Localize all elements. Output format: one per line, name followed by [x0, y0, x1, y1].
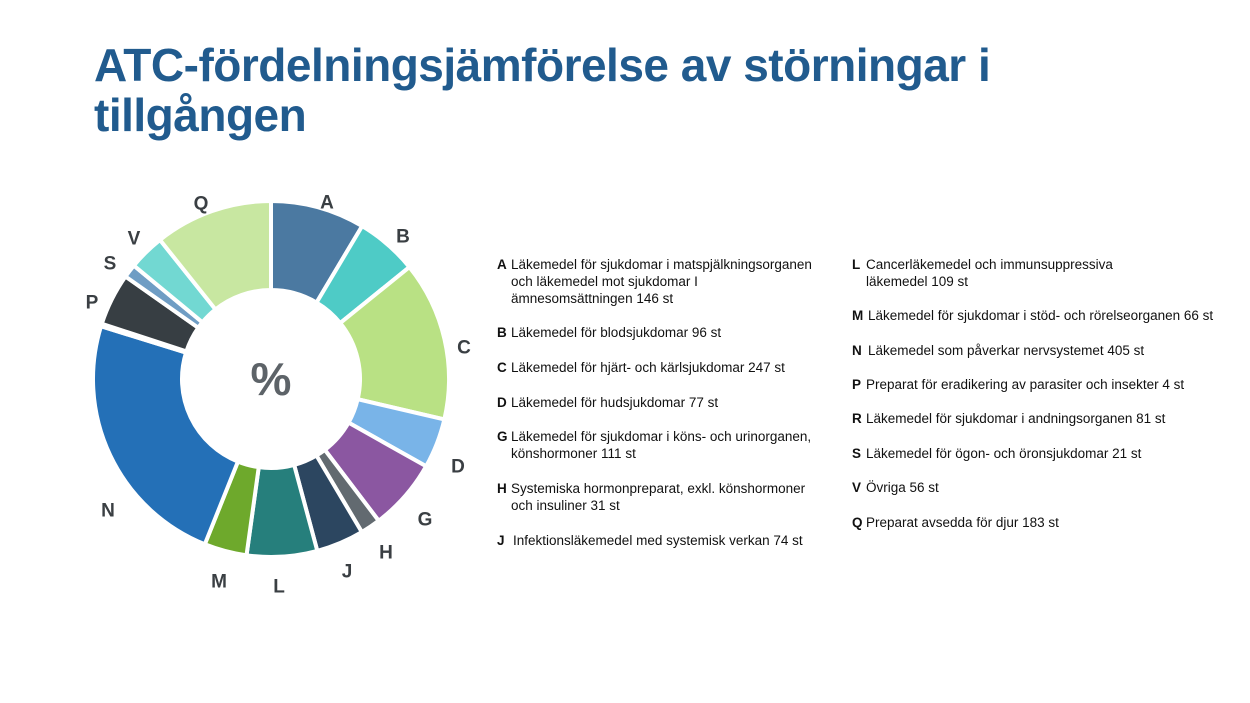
legend-code: M	[852, 308, 864, 323]
legend-description: Läkemedel för sjukdomar i andningsorgane…	[866, 411, 1166, 426]
legend-code: G	[497, 429, 508, 444]
legend-code: D	[497, 395, 507, 410]
legend-description: Läkemedel för hjärt- och kärlsjukdomar 2…	[511, 360, 785, 375]
slice-label-g: G	[418, 510, 433, 531]
legend-description: Läkemedel för sjukdomar i köns- och urin…	[511, 429, 812, 461]
legend-description: Infektionsläkemedel med systemisk verkan…	[513, 533, 803, 548]
slice-labels: A B C D G H J L M N PSV Q	[86, 193, 471, 598]
slice-label-v: V	[128, 229, 141, 250]
legend-code: L	[852, 257, 861, 272]
legend-description: Cancerläkemedel och immunsuppressiva läk…	[866, 257, 1113, 289]
legend-code: V	[852, 480, 862, 495]
legend-code: B	[497, 325, 507, 340]
center-label: %	[251, 353, 292, 405]
legend-code: S	[852, 446, 862, 461]
legend-code: A	[497, 257, 507, 272]
legend-description: Preparat för eradikering av parasiter oc…	[866, 377, 1185, 392]
slice-label-p: P	[86, 293, 99, 314]
legend-code: J	[497, 533, 505, 548]
legend-code: Q	[852, 515, 863, 530]
legend-description: Läkemedel för blodsjukdomar 96 st	[511, 325, 722, 340]
slice-label-h: H	[379, 543, 393, 564]
legend-description: Preparat avsedda för djur 183 st	[866, 515, 1059, 530]
donut-slices	[91, 199, 451, 559]
slice-label-m: M	[211, 572, 227, 593]
slice-label-l: L	[273, 577, 285, 598]
slice-label-a: A	[320, 193, 334, 214]
slice-label-d: D	[451, 457, 465, 478]
legend-description: Övriga 56 st	[866, 480, 939, 495]
legend-description: Läkemedel som påverkar nervsystemet 405 …	[868, 343, 1145, 358]
legend-code: C	[497, 360, 507, 375]
legend-code: R	[852, 411, 862, 426]
legend-description: Läkemedel för sjukdomar i stöd- och röre…	[868, 308, 1214, 323]
page-title: ATC-fördelningsjämförelse av störningar …	[94, 39, 991, 141]
legend-right: L Cancerläkemedel och immunsuppressiva lä…	[852, 256, 1242, 546]
slice-label-j: J	[342, 562, 353, 583]
legend-code: H	[497, 481, 507, 496]
legend-left: A Läkemedel för sjukdomar i matspjälkning…	[497, 256, 842, 556]
legend-code: P	[852, 377, 862, 392]
slice-label-c: C	[457, 338, 471, 359]
slice-label-b: B	[396, 227, 410, 248]
legend-description: Läkemedel för sjukdomar i matspjälknings…	[511, 257, 812, 306]
legend-description: Läkemedel för ögon- och öronsjukdomar 21…	[866, 446, 1142, 461]
slice-label-q: Q	[194, 194, 209, 215]
slice-label-s: S	[104, 254, 117, 275]
legend-description: Läkemedel för hudsjukdomar 77 st	[511, 395, 719, 410]
slice-label-n: N	[101, 501, 115, 522]
legend-description: Systemiska hormonpreparat, exkl. könshor…	[511, 481, 806, 513]
slice-q	[157, 199, 273, 312]
slice-n	[91, 324, 240, 547]
legend-code: N	[852, 343, 862, 358]
